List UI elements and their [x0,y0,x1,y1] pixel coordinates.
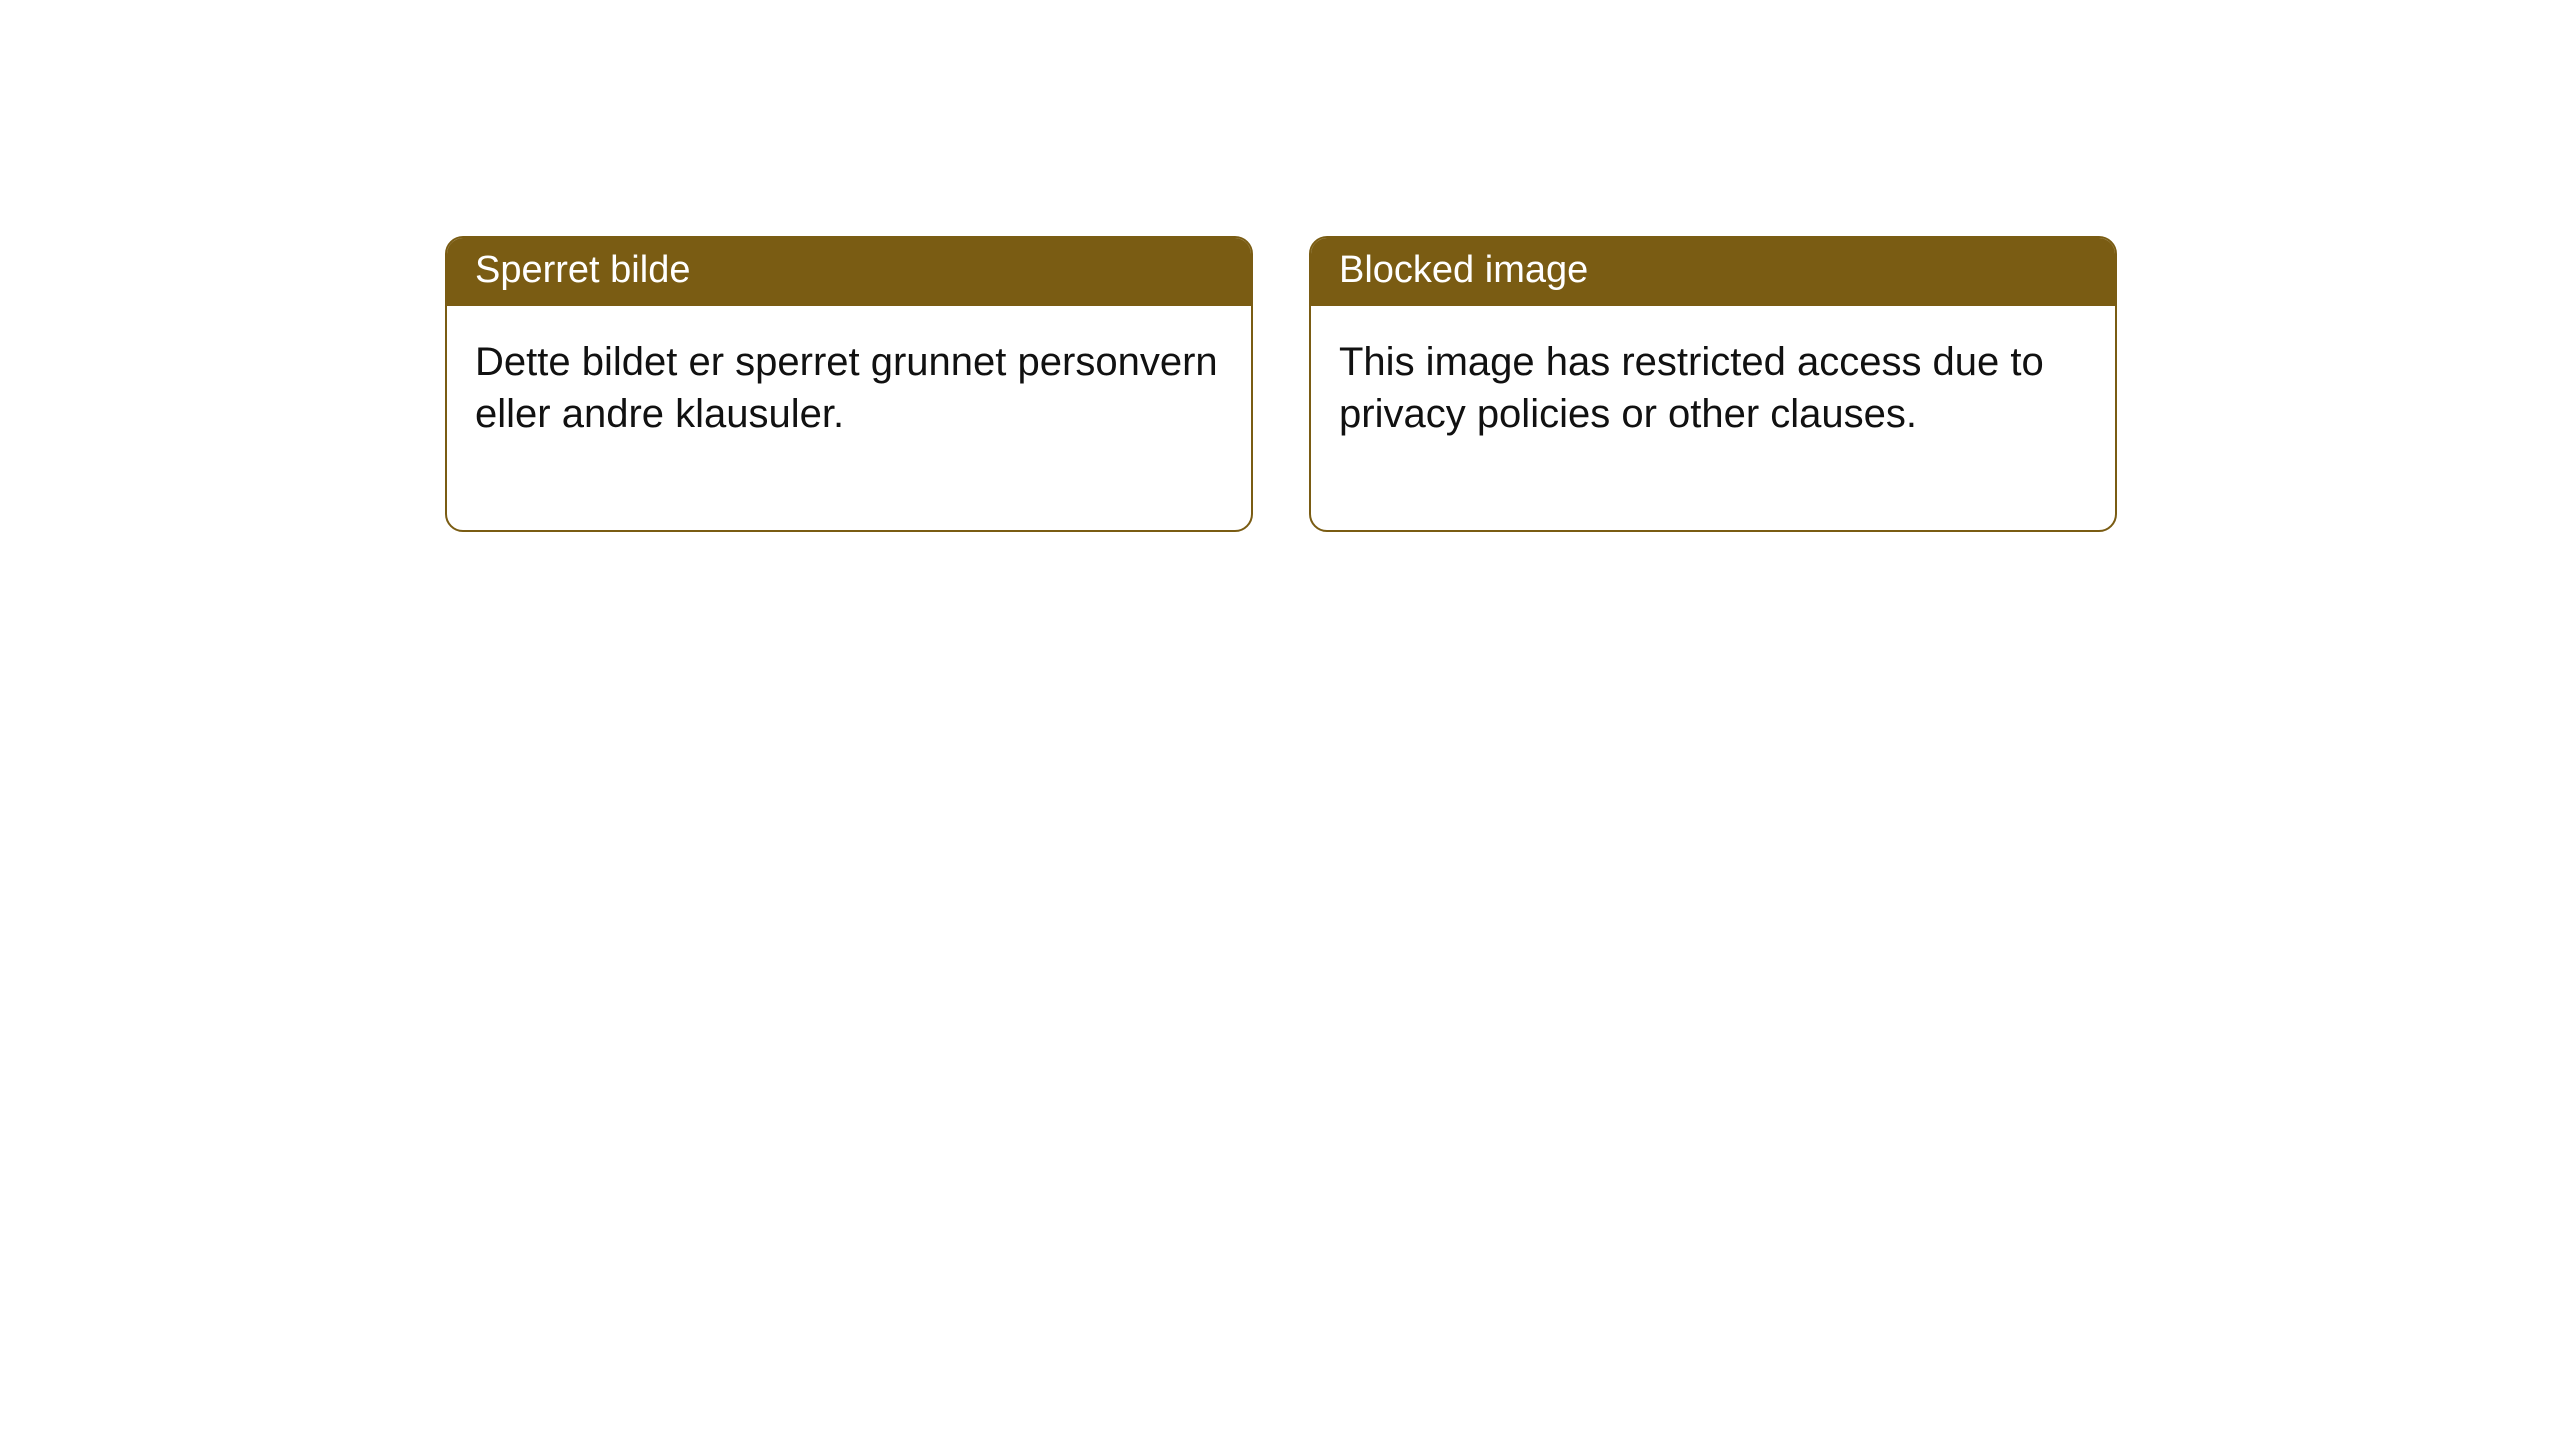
notice-card-english: Blocked image This image has restricted … [1309,236,2117,532]
notice-title-english: Blocked image [1311,238,2115,306]
notice-body-english: This image has restricted access due to … [1311,306,2115,530]
notice-title-norwegian: Sperret bilde [447,238,1251,306]
notice-body-norwegian: Dette bildet er sperret grunnet personve… [447,306,1251,530]
notice-container: Sperret bilde Dette bildet er sperret gr… [445,236,2117,532]
notice-card-norwegian: Sperret bilde Dette bildet er sperret gr… [445,236,1253,532]
